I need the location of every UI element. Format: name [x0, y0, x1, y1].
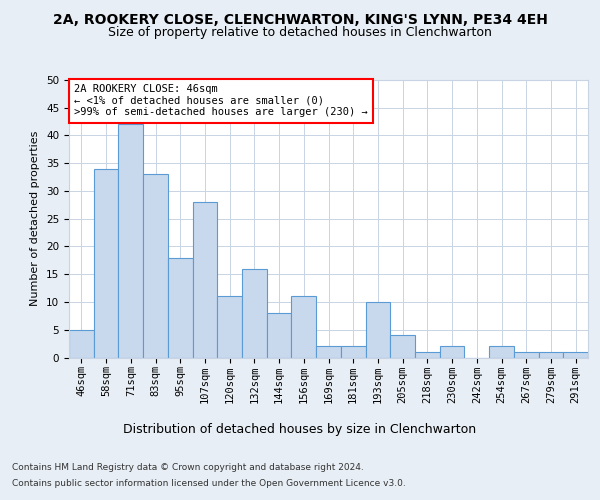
Text: 2A ROOKERY CLOSE: 46sqm
← <1% of detached houses are smaller (0)
>99% of semi-de: 2A ROOKERY CLOSE: 46sqm ← <1% of detache…	[74, 84, 368, 117]
Bar	[242, 268, 267, 358]
Bar	[390, 336, 415, 357]
Y-axis label: Number of detached properties: Number of detached properties	[31, 131, 40, 306]
Bar	[94, 169, 118, 358]
Text: Size of property relative to detached houses in Clenchwarton: Size of property relative to detached ho…	[108, 26, 492, 39]
Bar	[292, 296, 316, 358]
Bar	[365, 302, 390, 358]
Text: Contains HM Land Registry data © Crown copyright and database right 2024.: Contains HM Land Registry data © Crown c…	[12, 464, 364, 472]
Bar	[539, 352, 563, 358]
Bar	[316, 346, 341, 358]
Bar	[440, 346, 464, 358]
Bar	[489, 346, 514, 358]
Bar	[563, 352, 588, 358]
Text: Contains public sector information licensed under the Open Government Licence v3: Contains public sector information licen…	[12, 478, 406, 488]
Bar	[69, 330, 94, 357]
Bar	[267, 313, 292, 358]
Bar	[341, 346, 365, 358]
Bar	[118, 124, 143, 358]
Bar	[143, 174, 168, 358]
Text: Distribution of detached houses by size in Clenchwarton: Distribution of detached houses by size …	[124, 422, 476, 436]
Bar	[514, 352, 539, 358]
Text: 2A, ROOKERY CLOSE, CLENCHWARTON, KING'S LYNN, PE34 4EH: 2A, ROOKERY CLOSE, CLENCHWARTON, KING'S …	[53, 12, 547, 26]
Bar	[193, 202, 217, 358]
Bar	[217, 296, 242, 358]
Bar	[415, 352, 440, 358]
Bar	[168, 258, 193, 358]
